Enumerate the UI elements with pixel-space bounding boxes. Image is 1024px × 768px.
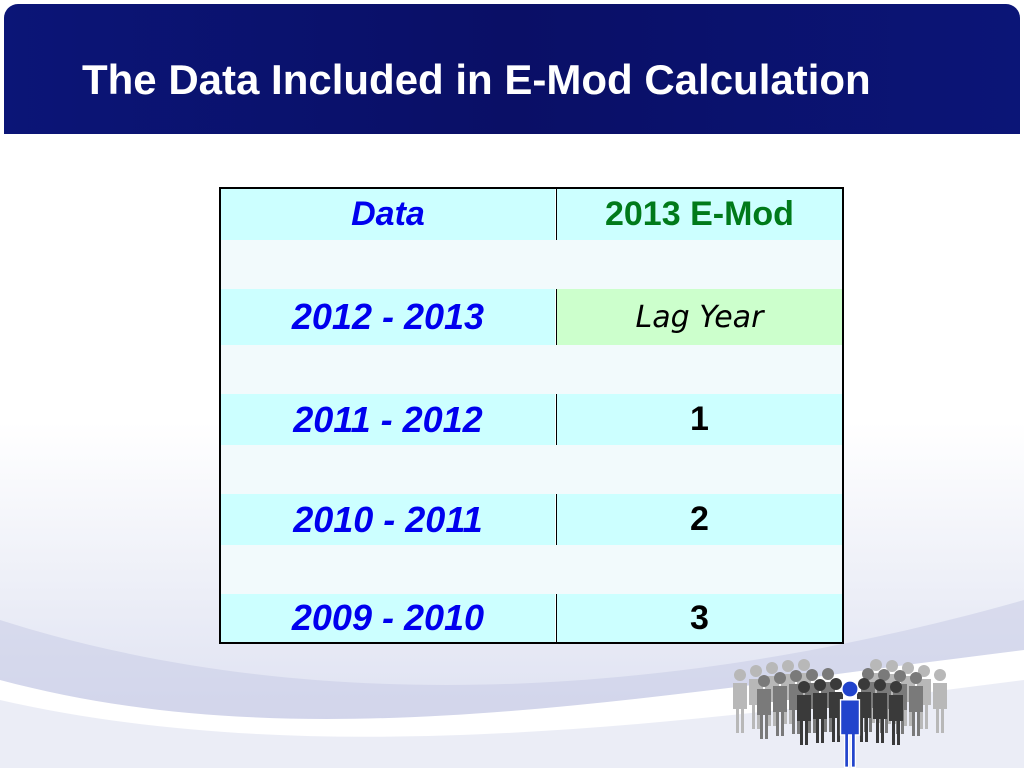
table-row: 2012 - 2013 Lag Year: [221, 289, 842, 345]
year-range: 2011 - 2012: [293, 398, 483, 440]
table-row: 2009 - 2010 3: [221, 594, 842, 642]
emod-cell: 1: [556, 394, 842, 445]
year-range: 2010 - 2011: [293, 498, 483, 540]
header-cell-data: Data: [221, 189, 555, 240]
emod-cell: Lag Year: [556, 289, 842, 345]
emod-table: Data 2013 E-Mod 2012 - 2013 Lag Year 201…: [219, 187, 844, 644]
table-spacer-row: [221, 445, 842, 494]
table-spacer-row: [221, 545, 842, 594]
crowd-of-people-icon: [733, 659, 947, 768]
emod-value: 2: [690, 500, 709, 538]
data-cell: 2009 - 2010: [221, 594, 555, 642]
year-range: 2009 - 2010: [291, 597, 485, 638]
emod-value: Lag Year: [635, 299, 764, 335]
table-row: 2010 - 2011 2: [221, 494, 842, 545]
title-bar: [4, 4, 1020, 134]
table-spacer-row: [221, 345, 842, 394]
header-data-label: Data: [351, 195, 425, 233]
data-cell: 2011 - 2012: [221, 394, 555, 445]
data-cell: 2012 - 2013: [221, 289, 555, 345]
table-header-row: Data 2013 E-Mod: [221, 189, 842, 240]
emod-cell: 3: [556, 594, 842, 642]
emod-value: 1: [690, 400, 709, 438]
slide-title: The Data Included in E-Mod Calculation: [82, 56, 871, 103]
emod-value: 3: [690, 598, 709, 637]
header-emod-label: 2013 E-Mod: [604, 195, 794, 233]
table-row: 2011 - 2012 1: [221, 394, 842, 445]
emod-cell: 2: [556, 494, 842, 545]
table-spacer-row: [221, 240, 842, 289]
year-range: 2012 - 2013: [291, 296, 485, 337]
data-cell: 2010 - 2011: [221, 494, 555, 545]
header-cell-emod: 2013 E-Mod: [556, 189, 842, 240]
